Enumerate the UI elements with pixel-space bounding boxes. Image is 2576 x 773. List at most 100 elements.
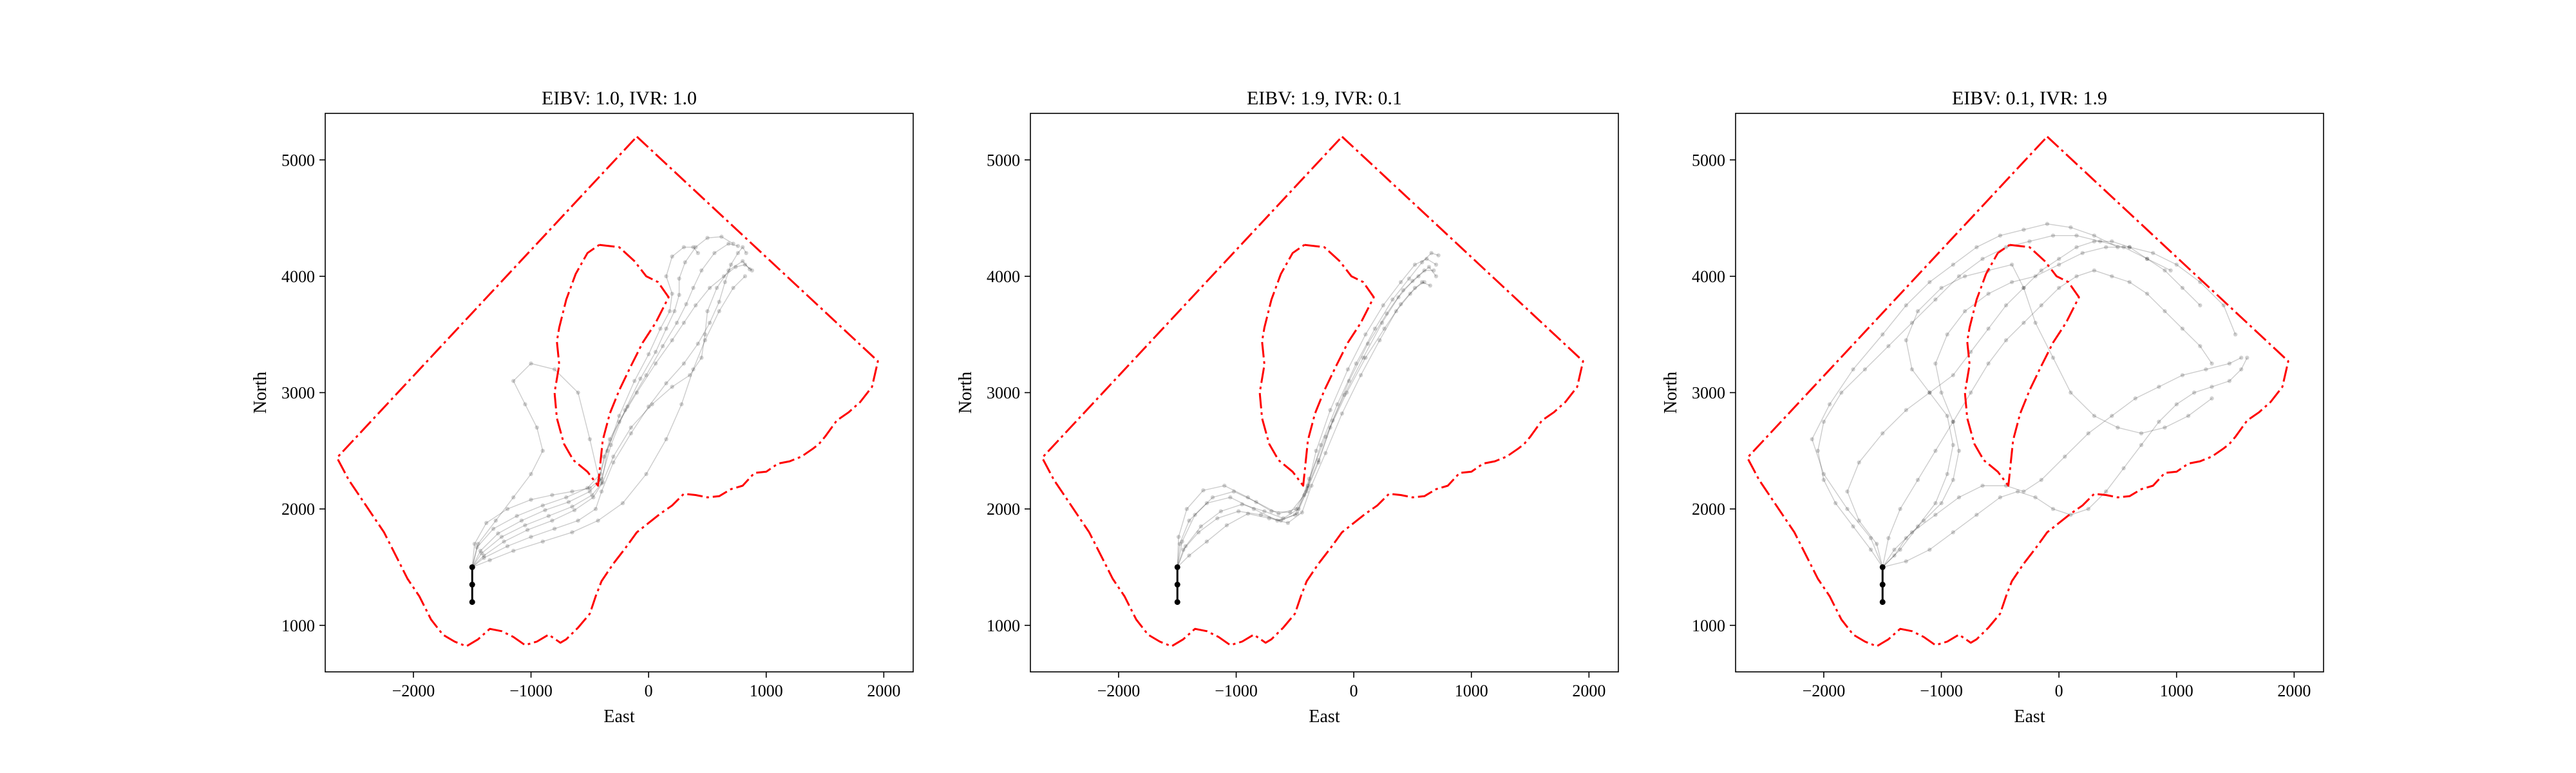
trajectory-point (2022, 285, 2026, 291)
trajectory-point (1432, 268, 1436, 272)
trajectory-point (1363, 356, 1368, 360)
x-tick-label: 1000 (2160, 682, 2193, 700)
trajectory-point (677, 276, 681, 281)
trajectory-point (1898, 548, 1902, 552)
trajectory-point (1201, 488, 1206, 493)
trajectory-point (550, 519, 554, 523)
trajectory-line (1177, 266, 1437, 568)
trajectory-point (1945, 472, 1949, 477)
trajectory-point (1898, 506, 1902, 511)
start-point (1174, 582, 1180, 588)
y-tick-label: 2000 (987, 500, 1020, 519)
trajectory-line (471, 247, 699, 568)
x-tick-label: 0 (645, 682, 653, 700)
trajectory-point (728, 262, 734, 267)
trajectory-point (667, 309, 672, 314)
trajectory-point (1904, 338, 1908, 343)
trajectory-point (699, 356, 704, 360)
trajectory-point (707, 285, 712, 291)
trajectory-point (750, 268, 755, 272)
trajectory-point (1998, 495, 2002, 500)
trajectory-point (2145, 291, 2150, 296)
trajectory-point (2022, 285, 2026, 291)
y-tick-label: 5000 (281, 151, 315, 169)
trajectory-point (1951, 530, 1955, 535)
trajectory-point (2110, 414, 2114, 418)
trajectory-point (499, 535, 504, 539)
trajectory-point (2069, 513, 2073, 517)
trajectory-point (1267, 516, 1271, 520)
chart-title: EIBV: 1.9, IVR: 0.1 (1247, 88, 1402, 109)
trajectory-point (629, 425, 633, 430)
trajectory-point (1857, 460, 1861, 465)
trajectory-point (587, 489, 592, 494)
trajectory-point (2127, 245, 2132, 249)
trajectory-point (1382, 327, 1387, 331)
trajectory-point (1951, 419, 1955, 424)
x-tick-label: 0 (1350, 682, 1358, 700)
trajectory-point (599, 489, 604, 494)
trajectory-line (471, 246, 747, 568)
trajectory-point (1980, 483, 1985, 488)
trajectory-point (505, 544, 510, 549)
trajectory-line (1882, 270, 2213, 568)
trajectory-point (1240, 502, 1244, 507)
trajectory-point (2003, 338, 2009, 343)
trajectory-point (1939, 390, 1944, 395)
trajectory-point (1927, 390, 1932, 395)
trajectory-point (1218, 509, 1224, 513)
trajectory-point (2127, 280, 2132, 285)
trajectory-point (653, 350, 658, 354)
trajectory-point (664, 327, 668, 331)
trajectory-point (705, 309, 710, 314)
trajectory-point (2033, 274, 2038, 279)
trajectory-point (1904, 536, 1908, 540)
outer-boundary (1746, 136, 2289, 647)
trajectory-point (1210, 495, 1215, 500)
trajectory-point (1262, 509, 1267, 513)
trajectory-point (496, 531, 500, 536)
outer-boundary (336, 136, 879, 647)
trajectory-point (1328, 408, 1332, 412)
trajectory-point (1922, 519, 1926, 523)
trajectory-point (587, 437, 592, 441)
trajectory-point (590, 493, 594, 497)
trajectory-point (1278, 519, 1283, 523)
trajectory-point (1305, 483, 1311, 488)
trajectory-point (523, 402, 527, 406)
trajectory-point (1422, 268, 1426, 272)
trajectory-line (471, 243, 739, 568)
trajectory-point (694, 303, 698, 308)
trajectory-line (471, 260, 750, 568)
trajectory-point (2033, 495, 2038, 500)
trajectory-point (2121, 466, 2126, 471)
trajectory-point (679, 402, 684, 406)
trajectory-point (1181, 548, 1186, 552)
trajectory-point (1285, 520, 1291, 525)
start-point (1879, 564, 1886, 570)
trajectory-point (2198, 303, 2202, 308)
trajectory-line (1177, 282, 1425, 568)
trajectory-point (2186, 414, 2191, 418)
trajectory-point (572, 508, 577, 513)
trajectory-point (1436, 253, 1441, 258)
trajectory-point (2210, 385, 2214, 389)
trajectory-point (2022, 320, 2026, 325)
trajectory-point (1969, 350, 1973, 354)
trajectory-point (511, 379, 516, 383)
trajectory-point (681, 320, 687, 325)
trajectory-point (479, 551, 484, 555)
trajectory-point (1231, 489, 1236, 494)
trajectory-point (502, 539, 506, 544)
trajectory-point (2227, 361, 2232, 366)
trajectory-point (1939, 501, 1944, 506)
trajectory-point (1302, 493, 1307, 497)
trajectory-point (607, 437, 612, 441)
trajectory-point (696, 251, 701, 255)
trajectory-line (471, 236, 734, 568)
trajectory-point (1245, 511, 1251, 516)
trajectory-point (1862, 367, 1868, 372)
trajectory-point (723, 280, 728, 285)
trajectory-point (1915, 309, 1920, 314)
trajectory-point (1193, 513, 1197, 517)
